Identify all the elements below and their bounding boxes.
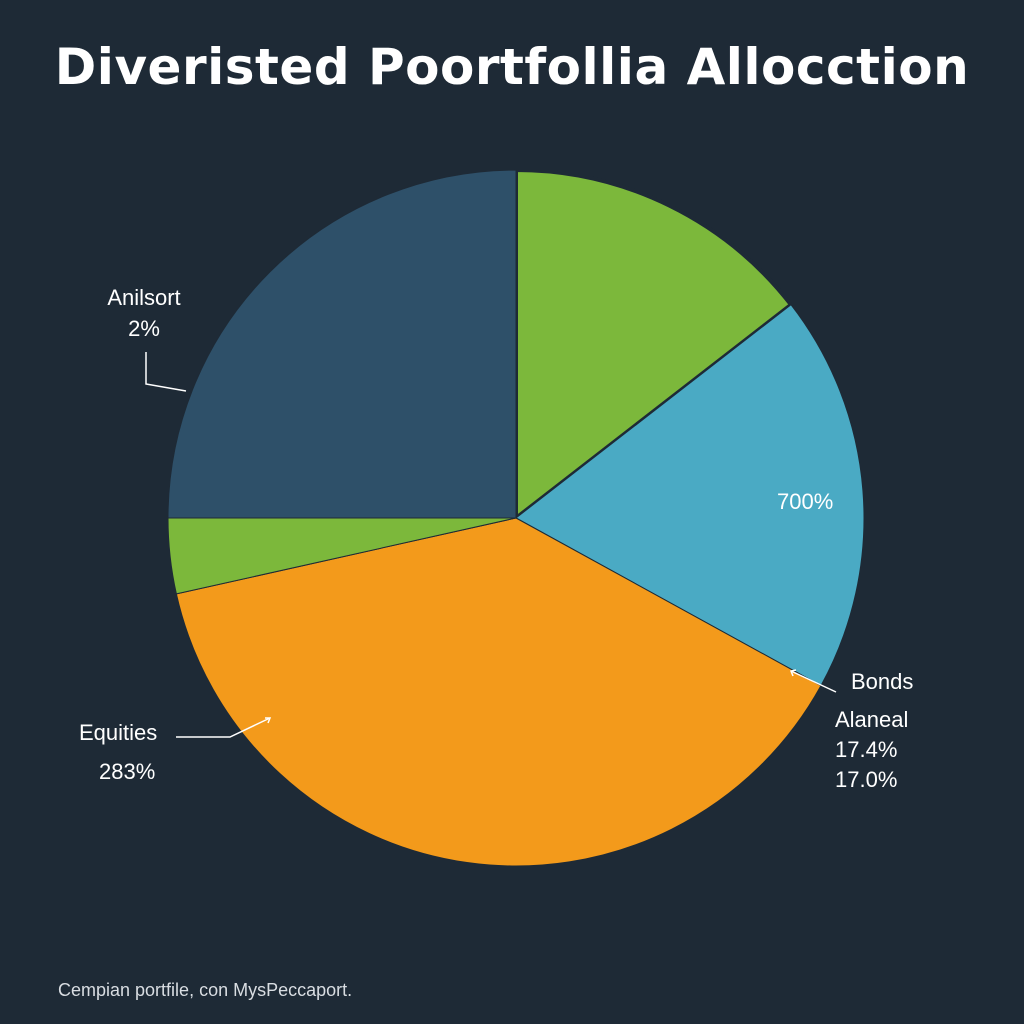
annotation-bonds-label: Bonds (851, 669, 914, 694)
leader-arrow-bonds (789, 669, 797, 677)
pie-slice-1 (514, 168, 793, 520)
annotation-alaneal-value-2: 17.0% (835, 767, 898, 792)
pie-slice-5 (167, 169, 517, 519)
annotation-equities-label: Equities (79, 720, 158, 745)
annotation-alaneal-value-1: 17.4% (835, 737, 898, 762)
annotation-anilsort: Anilsort 2% (98, 283, 190, 344)
annotation-teal-value: 700% (777, 489, 834, 514)
leader-lines (145, 352, 837, 738)
leader-line-anilsort (145, 352, 187, 392)
leader-line-equities (176, 717, 271, 738)
annotation-alaneal-label: Alaneal (835, 707, 909, 732)
pie-slice-2 (515, 304, 865, 687)
leader-arrow-equities (265, 717, 272, 724)
pie-slice-3 (175, 517, 822, 867)
chart-title: Diveristed Poortfollia Allocction (54, 38, 970, 96)
footer-caption: Cempian portfile, con MysPeccaport. (58, 980, 353, 1000)
annotation-equities-value: 283% (99, 759, 156, 784)
annotation-anilsort-value: 2% (128, 316, 160, 341)
annotation-alaneal: Alaneal 17.4% 17.0% (835, 705, 908, 795)
pie-slices (167, 168, 865, 867)
annotation-anilsort-label: Anilsort (107, 285, 181, 310)
leader-line-bonds (790, 670, 837, 693)
